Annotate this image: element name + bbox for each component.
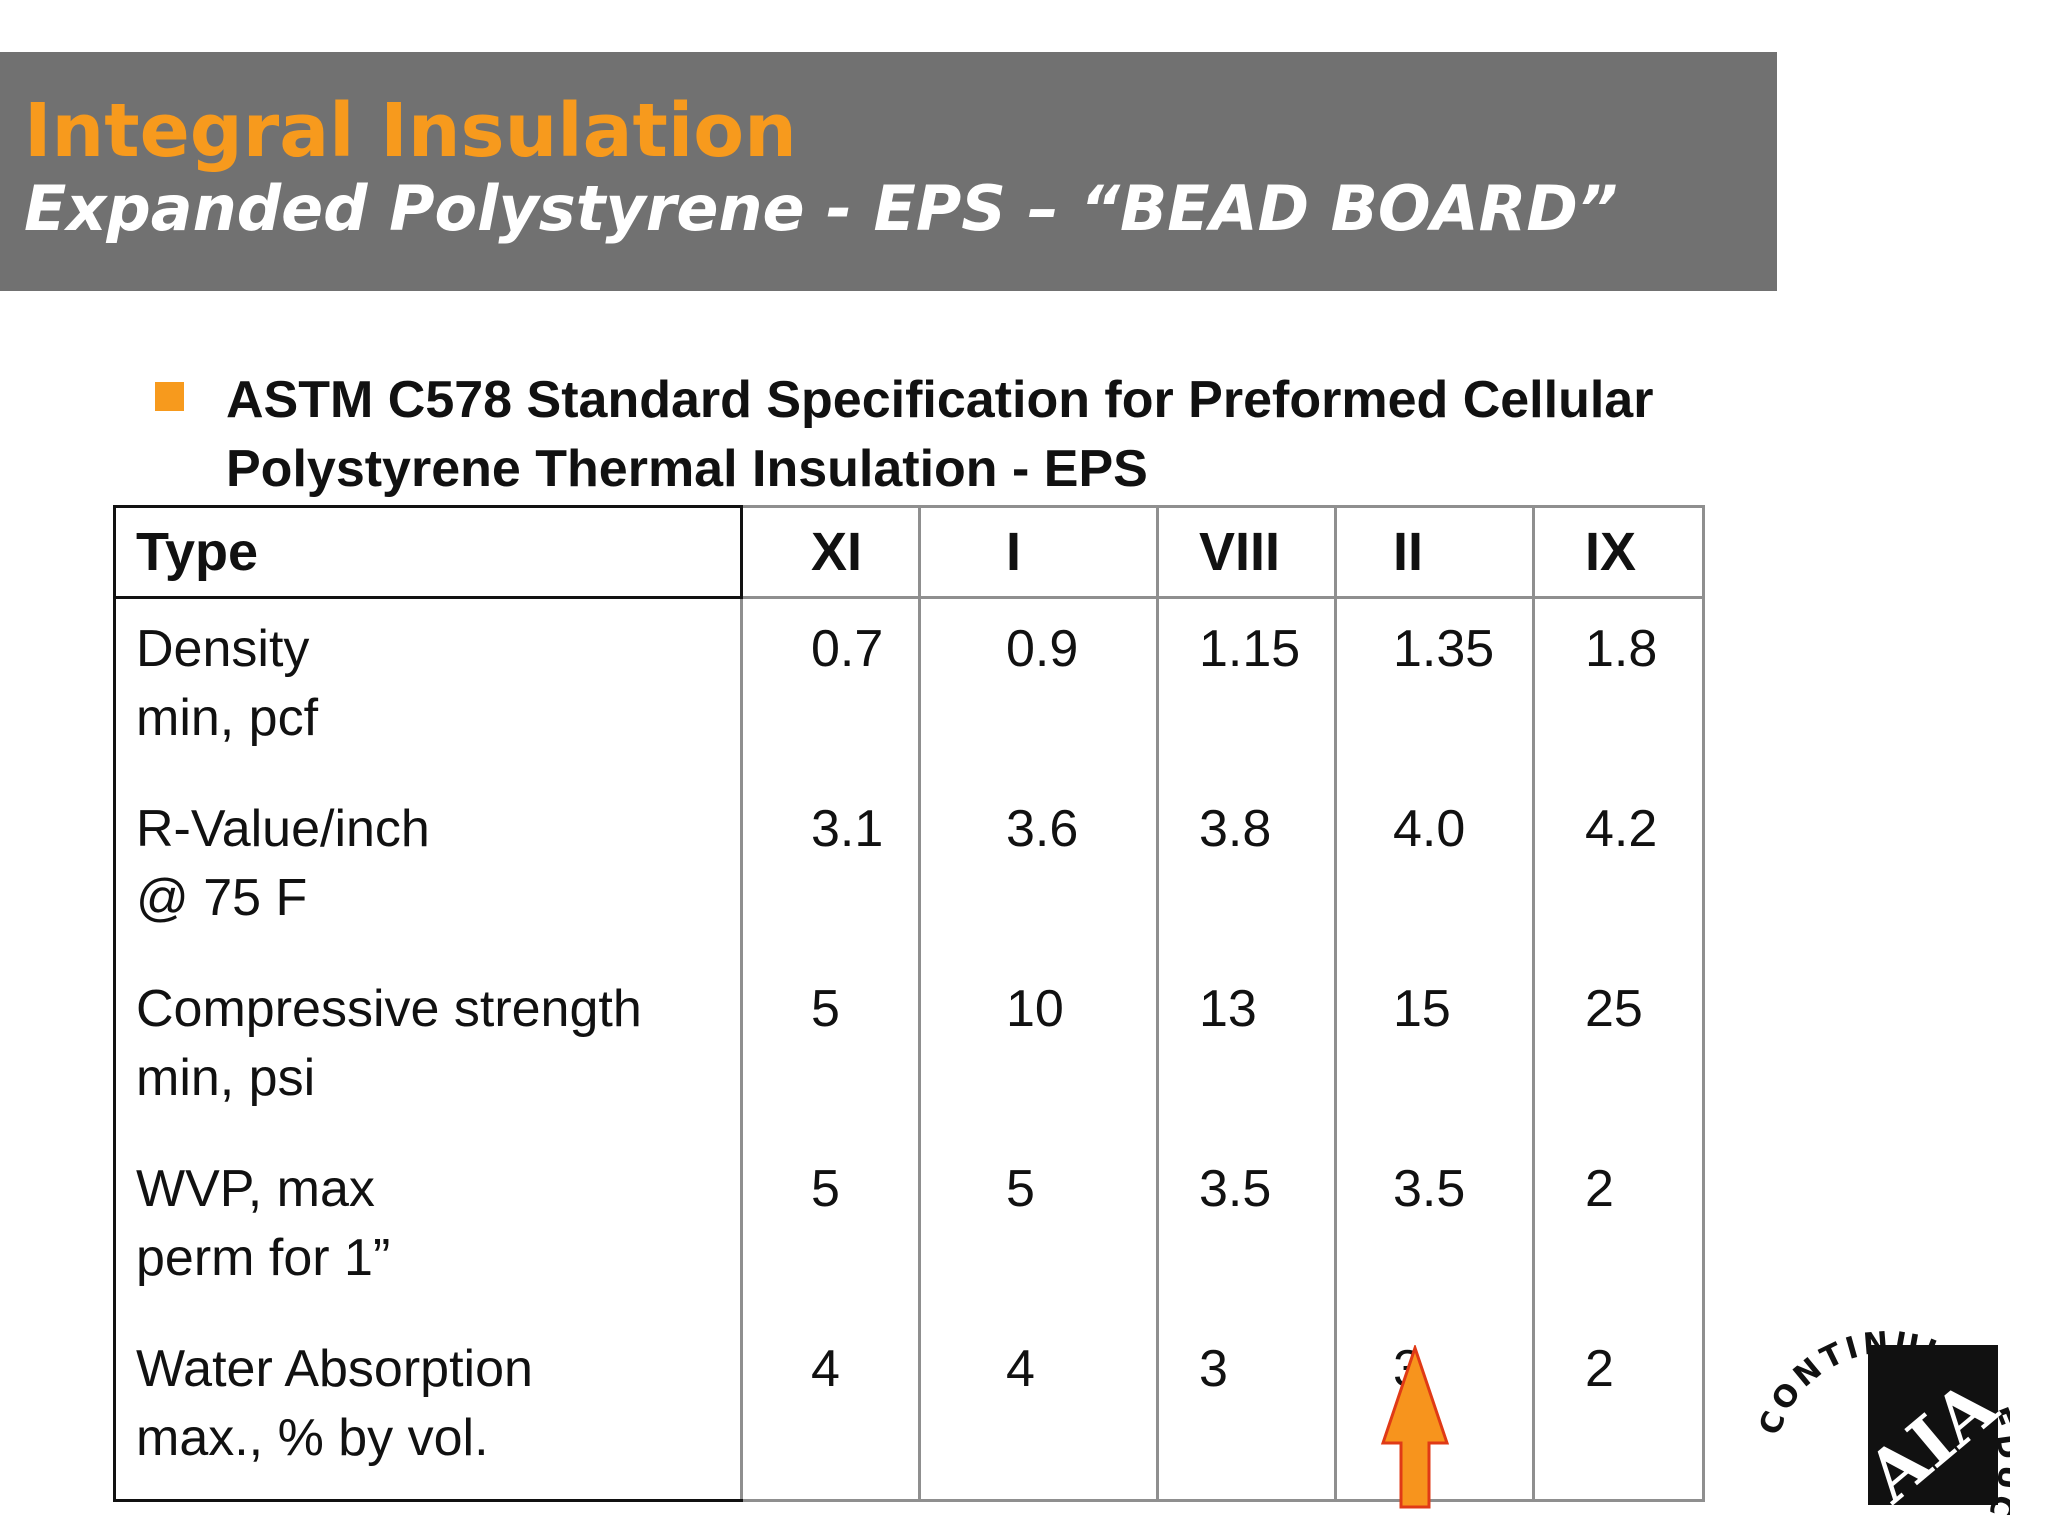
cell-value: 1.8 xyxy=(1532,597,1705,779)
table-header-row: Type XI I VIII II IX xyxy=(113,505,1705,599)
bullet-line-2: Polystyrene Thermal Insulation - EPS xyxy=(226,440,1148,498)
header-type: Type xyxy=(113,505,743,599)
bullet-square-icon xyxy=(155,382,184,411)
cell-value: 3.6 xyxy=(918,779,1159,959)
cell-value: 0.9 xyxy=(918,597,1159,779)
header-type-ix: IX xyxy=(1532,505,1705,599)
cell-value: 0.7 xyxy=(740,597,921,779)
table-row: R-Value/inch @ 75 F 3.1 3.6 3.8 4.0 4.2 xyxy=(113,779,1705,959)
cell-value: 5 xyxy=(918,1139,1159,1319)
title-banner xyxy=(0,52,1777,291)
cell-value: 3.5 xyxy=(1156,1139,1337,1319)
row-label-line-2: min, psi xyxy=(136,1049,316,1107)
header-type-xi: XI xyxy=(740,505,921,599)
cell-value: 1.15 xyxy=(1156,597,1337,779)
row-label-line-2: min, pcf xyxy=(136,689,319,747)
bullet-text: ASTM C578 Standard Specification for Pre… xyxy=(226,366,1826,504)
row-label-line-2: @ 75 F xyxy=(136,869,308,927)
row-label-line-1: R-Value/inch xyxy=(136,800,430,858)
cell-value: 1.35 xyxy=(1334,597,1535,779)
table-row: WVP, max perm for 1” 5 5 3.5 3.5 2 xyxy=(113,1139,1705,1319)
slide-title: Integral Insulation xyxy=(24,88,797,174)
row-label: Compressive strength min, psi xyxy=(113,959,743,1139)
cell-value: 5 xyxy=(740,1139,921,1319)
row-label-line-1: WVP, max xyxy=(136,1160,375,1218)
row-label-line-1: Water Absorption xyxy=(136,1340,533,1398)
cell-value: 5 xyxy=(740,959,921,1139)
cell-value: 13 xyxy=(1156,959,1337,1139)
header-type-viii: VIII xyxy=(1156,505,1337,599)
row-label: Density min, pcf xyxy=(113,597,743,779)
cell-value: 4.2 xyxy=(1532,779,1705,959)
cell-value: 25 xyxy=(1532,959,1705,1139)
row-label-line-1: Compressive strength xyxy=(136,980,642,1038)
cell-value: 2 xyxy=(1532,1319,1705,1502)
table-row: Compressive strength min, psi 5 10 13 15 … xyxy=(113,959,1705,1139)
cell-value: 3.8 xyxy=(1156,779,1337,959)
cell-value: 4 xyxy=(918,1319,1159,1502)
table-row: Density min, pcf 0.7 0.9 1.15 1.35 1.8 xyxy=(113,597,1705,779)
slide-subtitle: Expanded Polystyrene - EPS – “BEAD BOARD… xyxy=(24,172,1618,245)
header-type-ii: II xyxy=(1334,505,1535,599)
cell-value: 15 xyxy=(1334,959,1535,1139)
cell-value: 4 xyxy=(740,1319,921,1502)
bullet-line-1: ASTM C578 Standard Specification for Pre… xyxy=(226,371,1654,429)
header-type-i: I xyxy=(918,505,1159,599)
row-label-line-2: max., % by vol. xyxy=(136,1409,489,1467)
cell-value: 2 xyxy=(1532,1139,1705,1319)
row-label-line-1: Density xyxy=(136,620,310,678)
logo-black-square xyxy=(1868,1345,1998,1505)
up-arrow-icon xyxy=(1380,1345,1450,1509)
aia-continuing-education-logo: CONTINUING EDUCATION AIA xyxy=(1753,1325,2010,1515)
cell-value: 4.0 xyxy=(1334,779,1535,959)
row-label-line-2: perm for 1” xyxy=(136,1229,391,1287)
eps-spec-table: Type XI I VIII II IX Density min, pcf 0.7… xyxy=(113,505,1705,1502)
cell-value: 10 xyxy=(918,959,1159,1139)
row-label: WVP, max perm for 1” xyxy=(113,1139,743,1319)
cell-value: 3.5 xyxy=(1334,1139,1535,1319)
cell-value: 3 xyxy=(1156,1319,1337,1502)
row-label: Water Absorption max., % by vol. xyxy=(113,1319,743,1502)
row-label: R-Value/inch @ 75 F xyxy=(113,779,743,959)
cell-value: 3.1 xyxy=(740,779,921,959)
